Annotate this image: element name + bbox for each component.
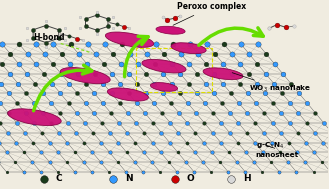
Text: g-C$_3$N$_4$
nanosheet: g-C$_3$N$_4$ nanosheet [256, 141, 299, 158]
Text: H-bond: H-bond [33, 33, 70, 46]
Text: N: N [125, 174, 132, 183]
Ellipse shape [107, 88, 148, 101]
Ellipse shape [203, 68, 243, 80]
Ellipse shape [105, 32, 154, 47]
Ellipse shape [156, 26, 185, 34]
Ellipse shape [171, 43, 206, 54]
Text: WO$_3$ nanoflake: WO$_3$ nanoflake [232, 73, 312, 94]
Ellipse shape [8, 109, 61, 125]
Ellipse shape [60, 67, 110, 84]
Text: O: O [187, 174, 195, 183]
Text: C: C [56, 174, 63, 183]
Text: H: H [243, 174, 250, 183]
Ellipse shape [150, 83, 178, 91]
Text: Peroxo complex: Peroxo complex [173, 2, 246, 25]
Ellipse shape [142, 59, 186, 73]
